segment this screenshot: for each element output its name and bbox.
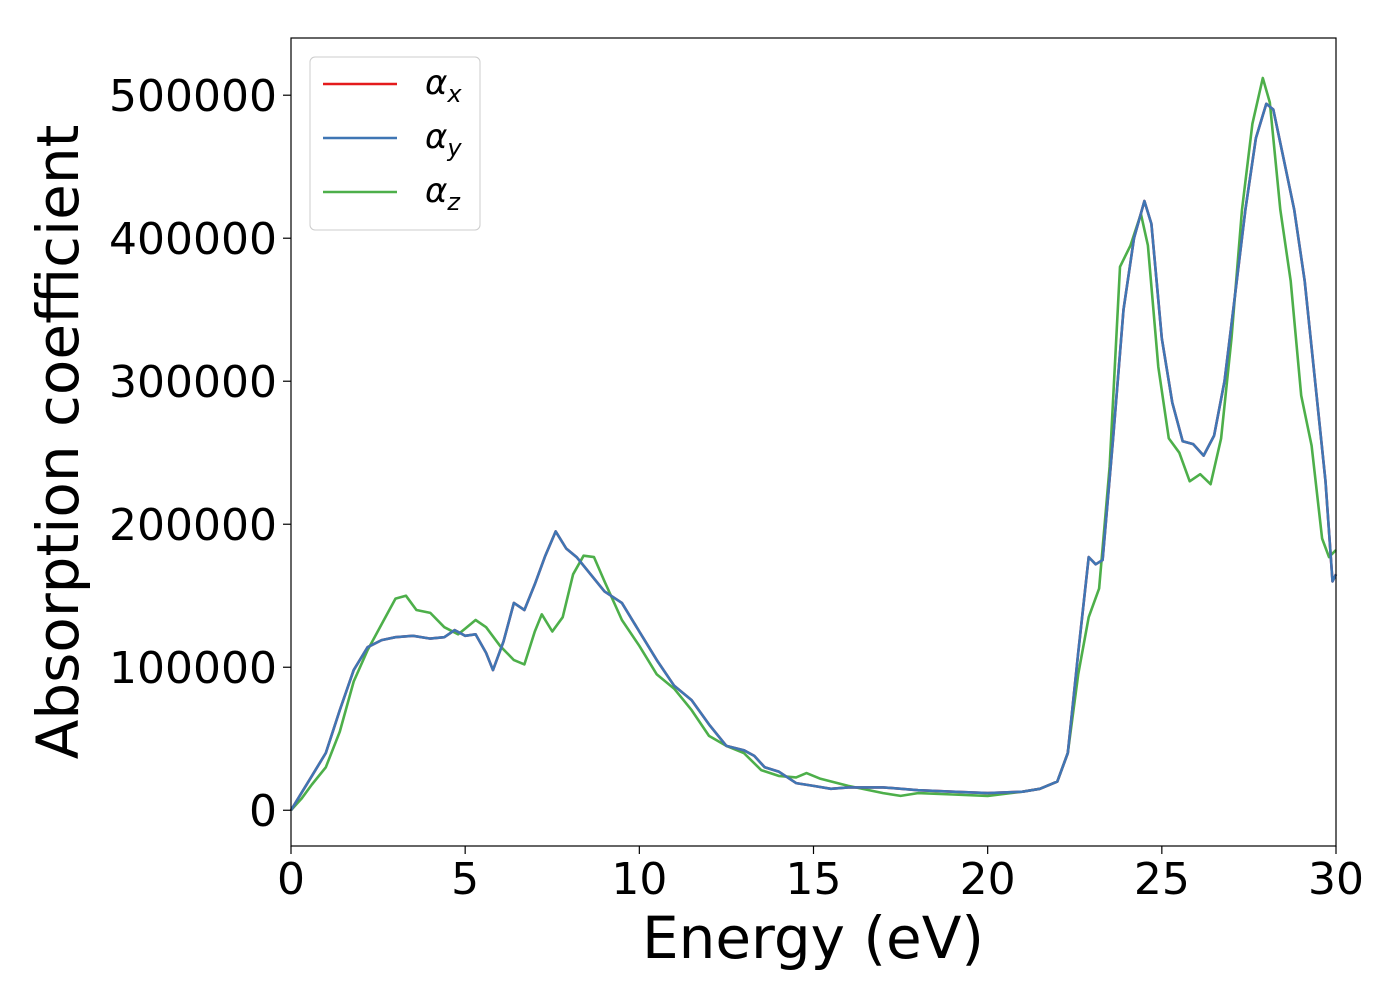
x-tick-label: 15 xyxy=(786,854,842,905)
x-tick-label: 0 xyxy=(277,854,305,905)
series-line-z xyxy=(290,76,1337,812)
series-line-y xyxy=(289,102,1338,811)
x-tick-label: 20 xyxy=(960,854,1016,905)
y-tick-label: 0 xyxy=(249,786,277,837)
y-tick-label: 200000 xyxy=(109,500,277,551)
plot-frame xyxy=(290,37,1337,847)
plot-lines xyxy=(289,76,1338,812)
x-axis-title: Energy (eV) xyxy=(642,904,984,972)
y-tick-label: 300000 xyxy=(109,357,277,408)
y-axis-ticks: 0 100000 200000 300000 400000 500000 xyxy=(109,71,291,837)
x-axis-ticks: 0 5 10 15 20 25 30 xyxy=(277,846,1364,905)
legend-box xyxy=(309,56,481,231)
y-axis-title: Absorption coefficient xyxy=(24,125,92,760)
x-tick-label: 10 xyxy=(611,854,667,905)
x-tick-label: 25 xyxy=(1134,854,1190,905)
y-tick-label: 100000 xyxy=(109,643,277,694)
x-tick-label: 5 xyxy=(451,854,479,905)
y-tick-label: 400000 xyxy=(109,214,277,265)
y-tick-label: 500000 xyxy=(109,71,277,122)
x-tick-label: 30 xyxy=(1308,854,1364,905)
